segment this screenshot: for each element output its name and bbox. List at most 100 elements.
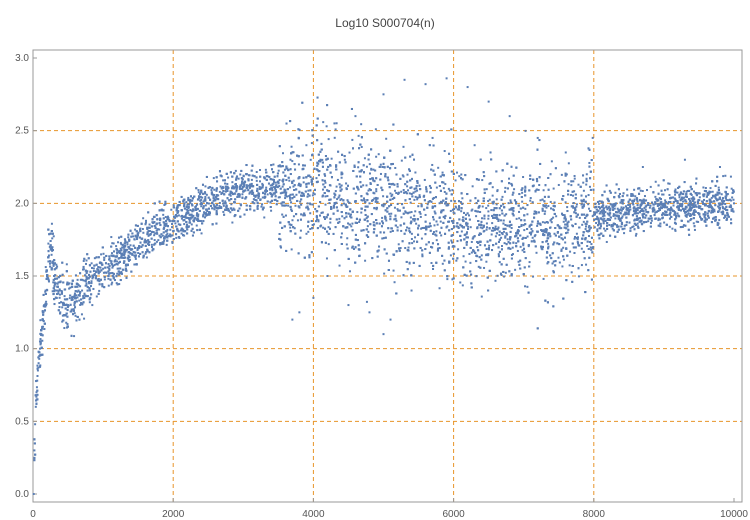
data-point <box>518 210 521 213</box>
data-point <box>292 215 295 218</box>
data-point <box>647 220 650 223</box>
data-point <box>360 211 363 214</box>
data-point <box>107 277 110 280</box>
data-point <box>504 236 507 239</box>
data-point <box>158 228 161 231</box>
data-point <box>111 263 114 266</box>
data-point <box>165 243 168 246</box>
data-point <box>266 193 269 196</box>
data-point <box>92 287 95 290</box>
data-point <box>110 236 113 239</box>
data-point <box>240 182 243 185</box>
data-point <box>672 196 675 199</box>
data-point <box>126 243 129 246</box>
data-point <box>495 198 498 201</box>
data-point <box>71 298 74 301</box>
data-point <box>53 268 56 271</box>
data-point <box>549 200 552 203</box>
data-point <box>34 405 37 408</box>
data-point <box>340 232 343 235</box>
data-point <box>153 243 156 246</box>
data-point <box>502 203 505 206</box>
data-point <box>202 220 205 223</box>
data-point <box>146 226 149 229</box>
data-point <box>625 224 628 227</box>
data-point <box>110 260 113 263</box>
data-point <box>327 243 330 246</box>
data-point <box>596 215 599 218</box>
data-point <box>424 83 427 86</box>
data-point <box>231 181 234 184</box>
x-tick-label: 4000 <box>302 509 325 520</box>
data-point <box>162 227 165 230</box>
data-point <box>358 221 361 224</box>
data-point <box>451 278 454 281</box>
data-point <box>309 228 312 231</box>
data-points <box>32 77 735 495</box>
data-point <box>569 250 572 253</box>
data-point <box>636 222 639 225</box>
data-point <box>289 226 292 229</box>
data-point <box>494 279 497 282</box>
data-point <box>52 281 55 284</box>
data-point <box>485 207 488 210</box>
data-point <box>633 198 636 201</box>
data-point <box>266 200 269 203</box>
data-point <box>504 224 507 227</box>
data-point <box>365 165 368 168</box>
data-point <box>390 212 393 215</box>
data-point <box>309 175 312 178</box>
data-point <box>319 158 322 161</box>
data-point <box>522 224 525 227</box>
data-point <box>508 224 511 227</box>
data-point <box>142 231 145 234</box>
data-point <box>183 223 186 226</box>
data-point <box>553 201 556 204</box>
data-point <box>511 253 514 256</box>
data-point <box>410 237 413 240</box>
data-point <box>139 227 142 230</box>
data-point <box>79 285 82 288</box>
data-point <box>521 200 524 203</box>
data-point <box>620 206 623 209</box>
data-point <box>603 217 606 220</box>
data-point <box>191 210 194 213</box>
data-point <box>210 189 213 192</box>
data-point <box>380 186 383 189</box>
data-point <box>676 191 679 194</box>
data-point <box>273 186 276 189</box>
data-point <box>585 263 588 266</box>
data-point <box>480 217 483 220</box>
data-point <box>580 194 583 197</box>
data-point <box>258 192 261 195</box>
data-point <box>544 210 547 213</box>
data-point <box>352 248 355 251</box>
data-point <box>608 223 611 226</box>
data-point <box>674 222 677 225</box>
data-point <box>697 220 700 223</box>
data-point <box>562 220 565 223</box>
data-point <box>671 227 674 230</box>
data-point <box>385 137 388 140</box>
data-point <box>661 204 664 207</box>
data-point <box>603 212 606 215</box>
data-point <box>513 188 516 191</box>
data-point <box>298 311 301 314</box>
data-point <box>436 223 439 226</box>
data-point <box>153 221 156 224</box>
data-point <box>506 187 509 190</box>
data-point <box>249 208 252 211</box>
data-point <box>564 218 567 221</box>
data-point <box>343 158 346 161</box>
data-point <box>490 229 493 232</box>
data-point <box>519 245 522 248</box>
data-point <box>381 204 384 207</box>
data-point <box>620 209 623 212</box>
data-point <box>508 115 511 118</box>
x-tick-label: 0 <box>30 509 36 520</box>
data-point <box>310 142 313 145</box>
data-point <box>126 248 129 251</box>
data-point <box>66 315 69 318</box>
data-point <box>73 335 76 338</box>
data-point <box>485 228 488 231</box>
